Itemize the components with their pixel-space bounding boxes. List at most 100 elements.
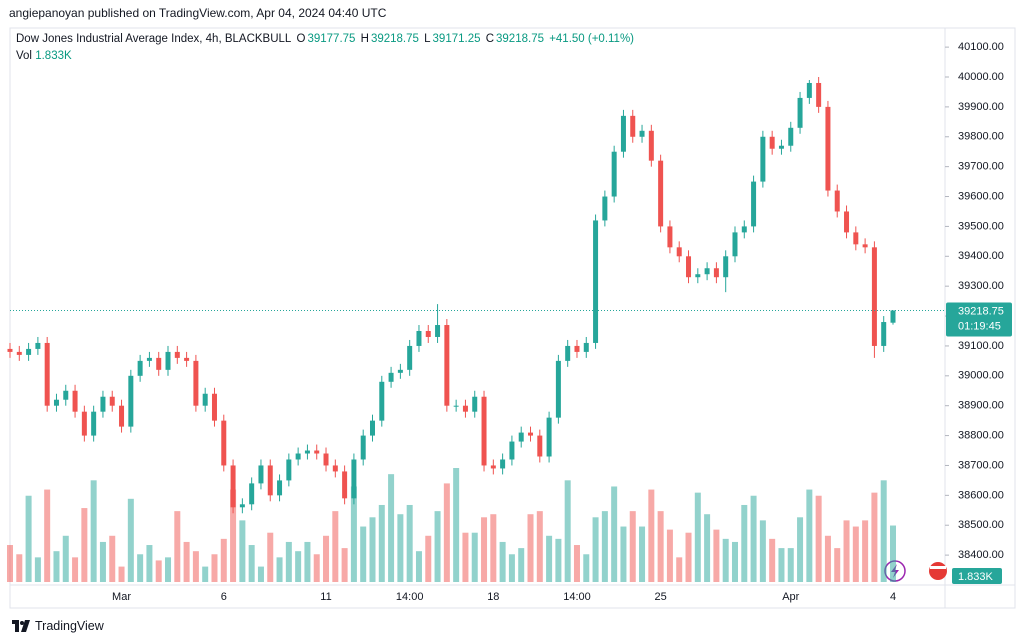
volume-bar (648, 489, 655, 582)
volume-bar (397, 514, 404, 582)
candle-body (890, 310, 896, 323)
candle-body (546, 417, 552, 457)
ohlc-value: 39218.75 (370, 33, 419, 45)
volume-bar (16, 554, 23, 582)
volume-bar (471, 532, 478, 582)
volume-bar (639, 526, 646, 582)
y-tick-label: 39400.00 (958, 250, 1004, 262)
volume-bar (415, 551, 422, 582)
volume-bar (406, 504, 413, 582)
candle-body (81, 411, 87, 436)
candle-body (119, 405, 125, 427)
candle-body (277, 480, 283, 496)
volume-legend: Vol 1.833K (16, 50, 72, 62)
volume-bar (694, 492, 701, 582)
volume-bar (601, 511, 608, 582)
candle-body (26, 348, 32, 355)
x-tick-label: Apr (782, 591, 799, 603)
flag-icon[interactable] (929, 562, 947, 580)
volume-bar (797, 517, 804, 582)
volume-bar (99, 541, 106, 582)
candle-body (72, 390, 78, 412)
candle-body (332, 465, 338, 472)
candle-body (760, 136, 766, 182)
candle-body (369, 420, 375, 436)
y-tick-label: 38400.00 (958, 549, 1004, 561)
candle-body (732, 232, 738, 257)
volume-bar (313, 554, 320, 582)
x-tick-label: Mar (112, 591, 131, 603)
volume-bar (527, 514, 534, 582)
volume-bar (573, 545, 580, 582)
volume-bar (369, 517, 376, 582)
volume-bar (155, 560, 162, 582)
volume-bar (211, 554, 218, 582)
volume-bar (564, 480, 571, 582)
candle-body (602, 196, 608, 221)
y-tick-label: 39500.00 (958, 220, 1004, 232)
countdown: 01:19:45 (958, 320, 1001, 332)
candle-body (286, 459, 292, 481)
candle-body (769, 136, 775, 149)
volume-bar (862, 520, 869, 582)
y-tick-label: 38700.00 (958, 459, 1004, 471)
volume-bar (453, 468, 460, 582)
candle-body (686, 256, 692, 278)
volume-bar (546, 535, 553, 582)
candle-body (416, 330, 422, 346)
volume-bar (53, 551, 60, 582)
candle-body (797, 97, 803, 128)
candle-body (816, 82, 822, 107)
x-tick-label: 14:00 (396, 591, 424, 603)
volume-bar (239, 520, 246, 582)
volume-bar (257, 566, 264, 582)
candle-body (583, 342, 589, 352)
candle-body (304, 450, 310, 454)
volume-bar (34, 557, 41, 582)
volume-bar (834, 548, 841, 582)
candle-body (593, 220, 599, 343)
candle-body (137, 360, 143, 376)
y-tick-label: 39600.00 (958, 190, 1004, 202)
candle-body (574, 345, 580, 352)
y-tick-label: 40100.00 (958, 41, 1004, 53)
volume-bar (676, 557, 683, 582)
volume-bar (127, 498, 134, 582)
volume-bar (536, 511, 543, 582)
y-tick-label: 38800.00 (958, 429, 1004, 441)
flag-stripe (930, 566, 946, 569)
candle-body (230, 465, 236, 508)
volume-bar (295, 551, 302, 582)
y-tick-label: 38600.00 (958, 489, 1004, 501)
volume-bar (815, 495, 822, 582)
volume-bar (778, 548, 785, 582)
candle-body (295, 453, 301, 460)
candle-body (620, 115, 626, 152)
candle-body (565, 345, 571, 361)
candle-body (713, 268, 719, 278)
volume-bar (360, 526, 367, 582)
y-tick-label: 38500.00 (958, 519, 1004, 531)
candle-body (676, 247, 682, 257)
candle-body (862, 244, 868, 248)
candle-body (871, 247, 877, 346)
candle-body (778, 145, 784, 149)
volume-bar (378, 504, 385, 582)
y-tick-label: 40000.00 (958, 71, 1004, 83)
volume-bar (230, 489, 237, 582)
volume-bar (44, 489, 51, 582)
candle-body (500, 459, 506, 469)
volume-bar (769, 538, 776, 582)
candle-body (193, 360, 199, 406)
candle-body (388, 372, 394, 382)
y-tick-label: 38900.00 (958, 400, 1004, 412)
volume-bar (137, 554, 144, 582)
x-tick-label: 14:00 (563, 591, 591, 603)
volume-bar (666, 529, 673, 582)
candle-body (156, 357, 162, 370)
volume-bar (880, 480, 887, 582)
candle-body (695, 274, 701, 278)
volume-bar (843, 520, 850, 582)
volume-bar (555, 538, 562, 582)
